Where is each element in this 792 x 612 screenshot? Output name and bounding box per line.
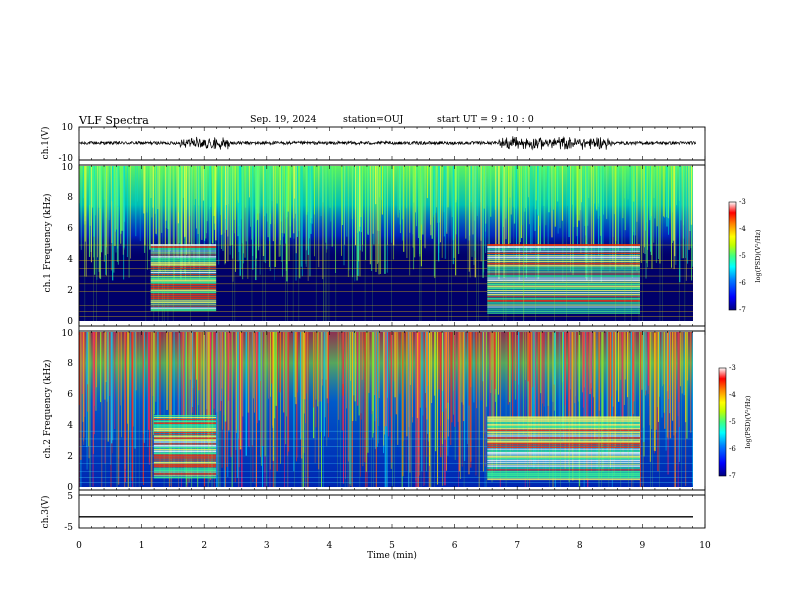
ch2-colorbar bbox=[718, 367, 727, 477]
ch1-colorbar-tick: -5 bbox=[739, 252, 746, 260]
ch2-colorbar-tick: -4 bbox=[729, 391, 736, 399]
ch2-colorbar-tick: -3 bbox=[729, 364, 736, 372]
x-tick-label: 0 bbox=[76, 541, 82, 551]
figure-title: VLF Spectra bbox=[79, 114, 149, 127]
x-tick-label: 8 bbox=[577, 541, 583, 551]
transmitter-burst bbox=[487, 245, 641, 314]
x-axis: 0 1 2 3 4 5 6 7 8 9 10 Time (min) bbox=[76, 541, 711, 561]
station-label: station=OUJ bbox=[343, 114, 404, 125]
ch1-colorbar-label: log(PSD)(V²/Hz) bbox=[754, 229, 762, 282]
x-tick-label: 1 bbox=[139, 541, 145, 551]
ch1-waveform-path bbox=[79, 136, 696, 151]
ch1-freq-ylabel: ch.1 Frequency (kHz) bbox=[42, 194, 53, 293]
ch1-colorbar-tick: -3 bbox=[739, 198, 746, 206]
ch1-colorbar-tick: -4 bbox=[739, 225, 746, 233]
ch1-colorbar bbox=[728, 201, 737, 311]
ch2-colorbar-tick: -5 bbox=[729, 418, 736, 426]
ch1-freq-ticks: 0 2 4 6 8 10 bbox=[62, 163, 74, 327]
transmitter-burst bbox=[153, 415, 217, 478]
ch1-waveform-ylabel: ch.1(V) bbox=[40, 127, 51, 160]
x-tick-label: 5 bbox=[389, 541, 395, 551]
ch1-ytick-top: 10 bbox=[62, 123, 74, 133]
x-tick-label: 9 bbox=[640, 541, 646, 551]
ch1-freq-tick: 6 bbox=[67, 224, 73, 234]
x-tick-label: 7 bbox=[514, 541, 520, 551]
ch2-freq-tick: 10 bbox=[62, 329, 74, 339]
ch3-waveform-area bbox=[79, 496, 705, 528]
ch3-waveform-panel: 5 -5 ch.3(V) bbox=[40, 492, 705, 533]
ch2-spectrogram-panel: 0 2 4 6 8 10 ch.2 Frequency (kHz) -3 -4 … bbox=[42, 329, 752, 493]
start-ut-label: start UT = 9 : 10 : 0 bbox=[437, 114, 534, 125]
ch2-freq-tick: 6 bbox=[67, 390, 73, 400]
ch2-spectrogram-image bbox=[79, 332, 693, 487]
ch1-ytick-bottom: -10 bbox=[59, 154, 74, 164]
ch1-waveform-trace bbox=[79, 136, 696, 151]
x-tick-label: 4 bbox=[327, 541, 333, 551]
ch1-freq-tick: 8 bbox=[67, 193, 73, 203]
ch2-freq-ticks: 0 2 4 6 8 10 bbox=[62, 329, 74, 493]
ch2-colorbar-tick: -6 bbox=[729, 445, 736, 453]
x-axis-ticks bbox=[78, 127, 706, 528]
x-tick-label: 6 bbox=[452, 541, 458, 551]
x-tick-label: 2 bbox=[201, 541, 207, 551]
ch2-freq-ylabel: ch.2 Frequency (kHz) bbox=[42, 360, 53, 459]
date-label: Sep. 19, 2024 bbox=[250, 114, 317, 125]
ch2-colorbar-label: log(PSD)(V²/Hz) bbox=[744, 395, 752, 448]
ch1-colorbar-tick: -6 bbox=[739, 279, 746, 287]
ch1-freq-tick: 2 bbox=[67, 286, 73, 296]
ch2-freq-tick: 2 bbox=[67, 452, 73, 462]
ch2-colorbar-tick: -7 bbox=[729, 472, 736, 480]
ch2-freq-tick: 4 bbox=[67, 421, 73, 431]
ch1-spectrogram-panel: 0 2 4 6 8 10 ch.1 Frequency (kHz) -3 -4 … bbox=[42, 163, 762, 327]
x-tick-label: 10 bbox=[699, 541, 711, 551]
ch3-ytick-bottom: -5 bbox=[64, 523, 73, 533]
ch1-waveform-panel: 10 -10 ch.1(V) bbox=[40, 123, 705, 164]
ch1-freq-tick: 10 bbox=[62, 163, 74, 173]
ch2-freq-tick: 8 bbox=[67, 359, 73, 369]
x-tick-label: 3 bbox=[264, 541, 270, 551]
ch1-spectrogram-image bbox=[79, 166, 693, 321]
ch1-colorbar-tick: -7 bbox=[739, 306, 746, 314]
ch1-freq-tick: 4 bbox=[67, 255, 73, 265]
ch2-freq-tick: 0 bbox=[67, 483, 73, 493]
ch3-waveform-ylabel: ch.3(V) bbox=[40, 496, 51, 529]
ch1-freq-tick: 0 bbox=[67, 317, 73, 327]
x-axis-label: Time (min) bbox=[367, 550, 417, 561]
ch3-ytick-top: 5 bbox=[67, 492, 73, 502]
